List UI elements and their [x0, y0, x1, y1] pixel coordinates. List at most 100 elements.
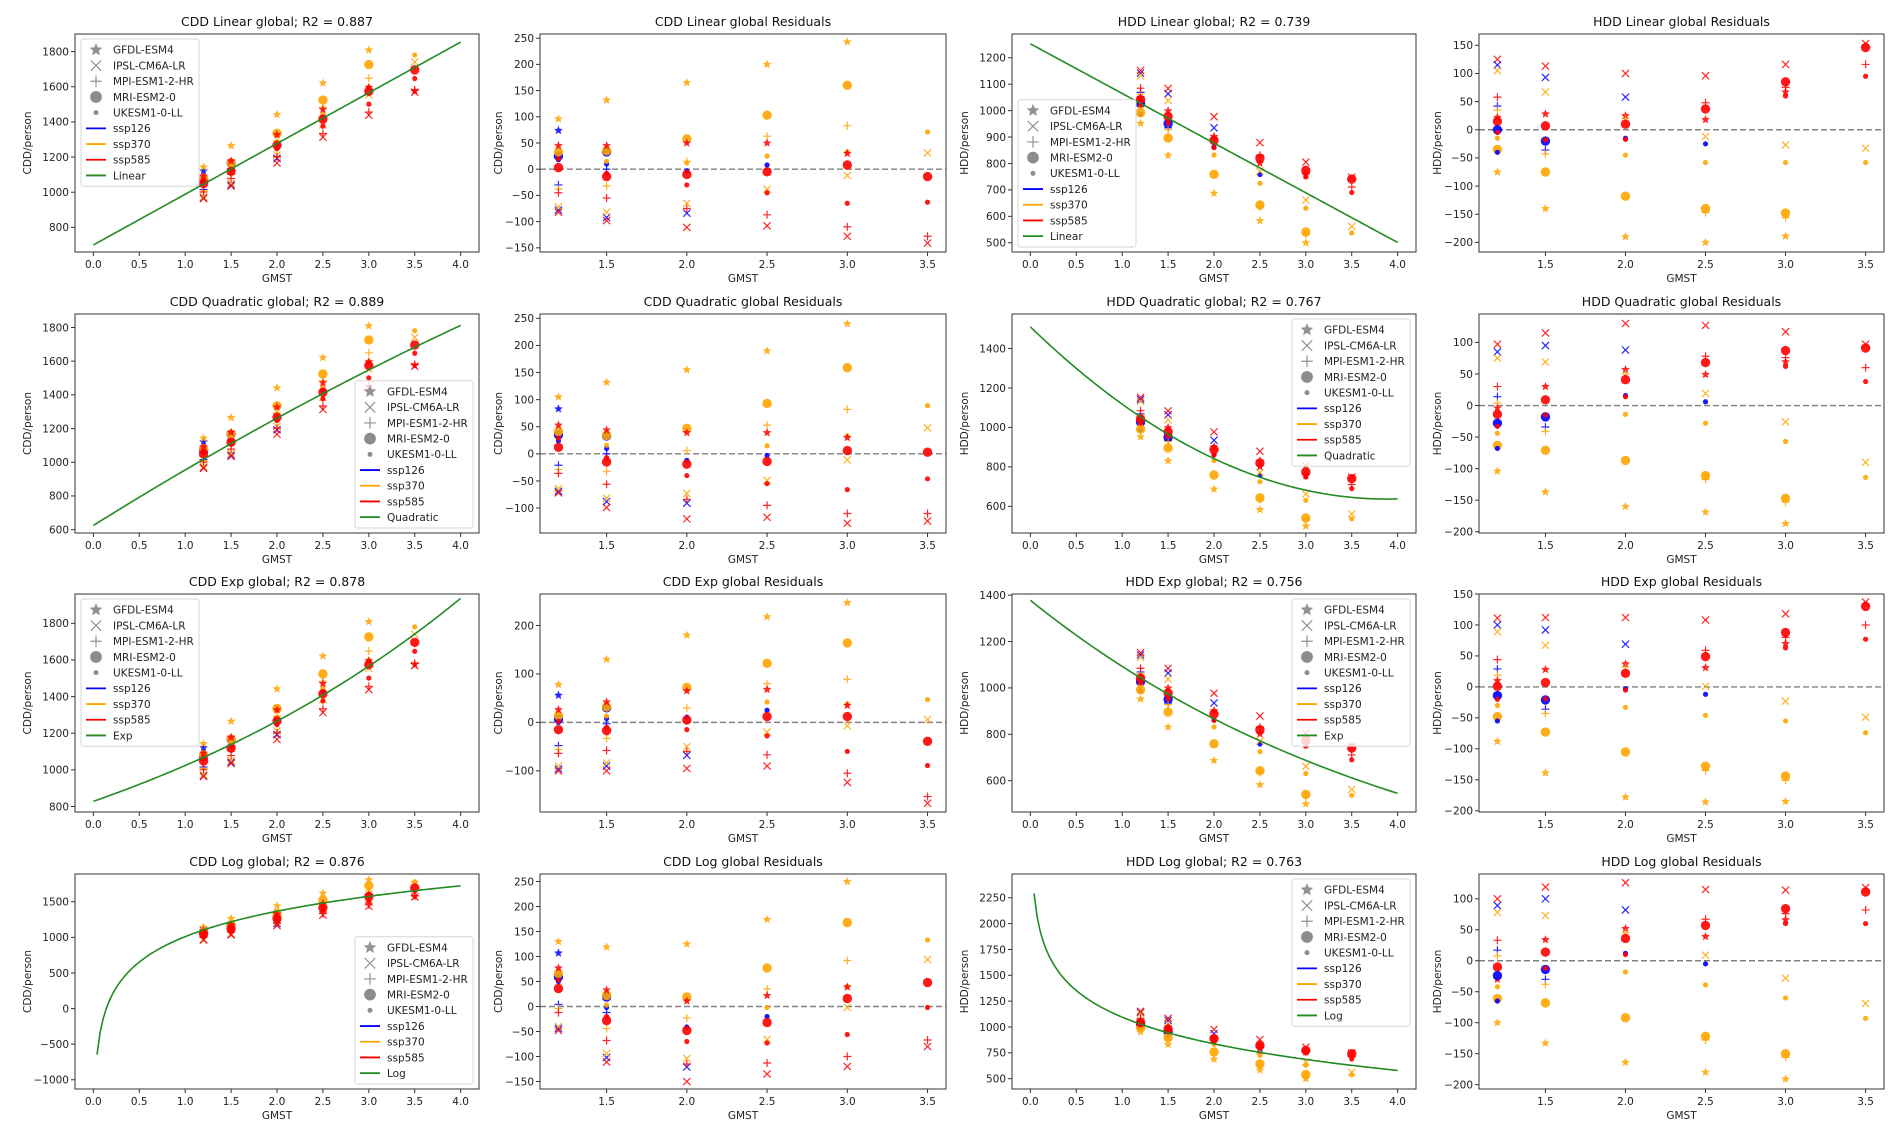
- x-tick-label: 2.0: [269, 1096, 286, 1108]
- data-point-ukesm1-0-ll-ssp585: [684, 472, 690, 479]
- data-point-ipsl-cm6a-lr-ssp585: [1781, 886, 1790, 895]
- data-point-gfdl-esm4-ssp370: [1136, 694, 1145, 703]
- y-tick-label: 0: [527, 717, 534, 729]
- data-point-ukesm1-0-ll-ssp370: [924, 403, 931, 409]
- data-point-ipsl-cm6a-lr-ssp370: [763, 1035, 772, 1044]
- data-point-gfdl-esm4-ssp585: [318, 378, 328, 387]
- data-point-mri-esm2-0-ssp370: [1209, 1047, 1219, 1057]
- legend-marker-ipsl-cm6a-lr-icon: [90, 619, 102, 632]
- panel-hdd-linear-residuals: HDD Linear global Residuals 1.5 2.0 2.5 3.0 3…: [1432, 14, 1885, 285]
- plot-area: [540, 598, 946, 808]
- data-point-mri-esm2-0-ssp370: [1620, 1013, 1631, 1023]
- data-point-mpi-esm1-2-hr-ssp585: [843, 222, 852, 231]
- data-point-mpi-esm1-2-hr-ssp370: [1541, 149, 1550, 158]
- panel-title: HDD Quadratic global; R2 = 0.767: [1106, 294, 1321, 309]
- data-point-ipsl-cm6a-lr-ssp585: [1781, 60, 1790, 69]
- data-point-gfdl-esm4-ssp126: [199, 437, 208, 446]
- data-point-mpi-esm1-2-hr-ssp370: [1255, 768, 1264, 777]
- x-tick-label: 0.0: [1022, 259, 1039, 271]
- data-point-mpi-esm1-2-hr-ssp370: [1781, 1053, 1790, 1062]
- y-tick-label: 0: [527, 164, 534, 176]
- x-tick-label: 2.0: [1617, 819, 1634, 831]
- data-point-gfdl-esm4-ssp585: [1541, 381, 1550, 391]
- data-point-mpi-esm1-2-hr-ssp585: [1255, 456, 1264, 465]
- x-tick-label: 2.0: [269, 259, 286, 271]
- data-point-ukesm1-0-ll-ssp585: [924, 762, 931, 769]
- data-point-mri-esm2-0-ssp370: [1209, 169, 1219, 180]
- data-point-gfdl-esm4-ssp370: [1781, 231, 1790, 240]
- plot-area: [540, 37, 946, 248]
- data-point-mri-esm2-0-ssp585: [1540, 121, 1551, 131]
- data-point-ipsl-cm6a-lr-ssp585: [1493, 614, 1502, 623]
- data-point-ukesm1-0-ll-ssp370: [1303, 497, 1309, 503]
- data-point-mpi-esm1-2-hr-ssp370: [364, 646, 373, 655]
- x-tick-label: 3.5: [919, 819, 936, 831]
- y-tick-label: 200: [514, 59, 534, 71]
- x-axis-label: GMST: [1666, 833, 1697, 845]
- y-tick-label: 600: [986, 211, 1006, 223]
- x-axis-label: GMST: [262, 273, 293, 285]
- data-point-mri-esm2-0-ssp370: [842, 362, 853, 373]
- data-point-ipsl-cm6a-lr-ssp585: [1781, 609, 1790, 618]
- data-point-ukesm1-0-ll-ssp585: [1542, 137, 1549, 143]
- data-point-ipsl-cm6a-lr-ssp585: [763, 761, 772, 771]
- legend-label: ssp585: [113, 155, 151, 167]
- legend-label: GFDL-ESM4: [1050, 105, 1111, 117]
- data-point-ukesm1-0-ll-ssp585: [1782, 645, 1789, 651]
- data-point-gfdl-esm4-ssp370: [1701, 1067, 1710, 1076]
- legend-label: MRI-ESM2-0: [1324, 932, 1387, 944]
- data-point-ipsl-cm6a-lr-ssp585: [199, 772, 208, 781]
- data-point-gfdl-esm4-ssp585: [272, 130, 282, 139]
- y-axis-label: HDD/person: [1432, 392, 1444, 456]
- data-point-gfdl-esm4-ssp585: [602, 985, 611, 994]
- data-point-ipsl-cm6a-lr-ssp585: [1541, 328, 1550, 337]
- data-point-ipsl-cm6a-lr-ssp585: [1209, 689, 1219, 698]
- data-point-mpi-esm1-2-hr-ssp585: [318, 704, 327, 713]
- data-point-ipsl-cm6a-lr-ssp370: [1347, 509, 1356, 518]
- data-point-ipsl-cm6a-lr-ssp585: [1347, 1049, 1356, 1058]
- x-tick-label: 3.5: [919, 540, 936, 552]
- legend: GFDL-ESM4 IPSL-CM6A-LR MPI-ESM1-2-HR MRI-ES…: [1017, 99, 1137, 248]
- data-point-gfdl-esm4-ssp370: [364, 617, 374, 626]
- data-point-ipsl-cm6a-lr-ssp585: [682, 514, 691, 523]
- data-point-ipsl-cm6a-lr-ssp585: [843, 232, 852, 241]
- x-tick-label: 3.5: [1343, 819, 1360, 831]
- data-point-ipsl-cm6a-lr-ssp370: [1701, 682, 1710, 691]
- data-point-mri-esm2-0-ssp585: [1700, 920, 1711, 931]
- data-point-gfdl-esm4-ssp370: [554, 936, 563, 946]
- x-tick-label: 3.5: [406, 1096, 423, 1108]
- legend-box: [1291, 598, 1411, 747]
- x-axis-label: GMST: [1199, 1110, 1230, 1122]
- data-point-mpi-esm1-2-hr-ssp585: [1255, 1040, 1264, 1049]
- data-point-mri-esm2-0-ssp585: [762, 167, 772, 177]
- data-point-mpi-esm1-2-hr-ssp585: [273, 424, 281, 433]
- y-tick-label: 250: [514, 313, 534, 325]
- data-point-ukesm1-0-ll-ssp370: [603, 158, 610, 164]
- data-point-ipsl-cm6a-lr-ssp370: [923, 715, 932, 724]
- data-point-gfdl-esm4-ssp370: [554, 114, 563, 123]
- x-axis-label: GMST: [1666, 273, 1697, 285]
- panel-title: CDD Quadratic global; R2 = 0.889: [170, 294, 385, 309]
- data-point-gfdl-esm4-ssp370: [762, 612, 772, 621]
- x-tick-label: 4.0: [1389, 259, 1406, 271]
- data-point-ipsl-cm6a-lr-ssp370: [1861, 999, 1870, 1008]
- y-tick-label: 1000: [42, 457, 69, 469]
- y-tick-label: 100: [1453, 68, 1473, 80]
- y-tick-label: −500: [40, 1039, 69, 1051]
- data-point-gfdl-esm4-ssp585: [842, 982, 852, 991]
- data-point-ipsl-cm6a-lr-ssp585: [1701, 615, 1710, 625]
- data-point-ipsl-cm6a-lr-ssp370: [682, 489, 691, 498]
- data-point-ipsl-cm6a-lr-ssp585: [1701, 71, 1710, 80]
- y-tick-label: 100: [514, 951, 534, 963]
- data-point-ipsl-cm6a-lr-ssp370: [199, 192, 208, 201]
- data-point-ipsl-cm6a-lr-ssp585: [364, 111, 373, 120]
- y-tick-label: 1200: [42, 423, 69, 435]
- data-point-gfdl-esm4-ssp585: [410, 891, 420, 901]
- fit-line-log: [1033, 893, 1398, 1072]
- data-point-mri-esm2-0-ssp370: [1780, 771, 1791, 781]
- y-tick-label: 600: [49, 524, 69, 536]
- data-point-ipsl-cm6a-lr-ssp126: [1493, 347, 1502, 356]
- data-point-ukesm1-0-ll-ssp585: [1862, 636, 1869, 642]
- y-tick-label: −100: [505, 766, 534, 778]
